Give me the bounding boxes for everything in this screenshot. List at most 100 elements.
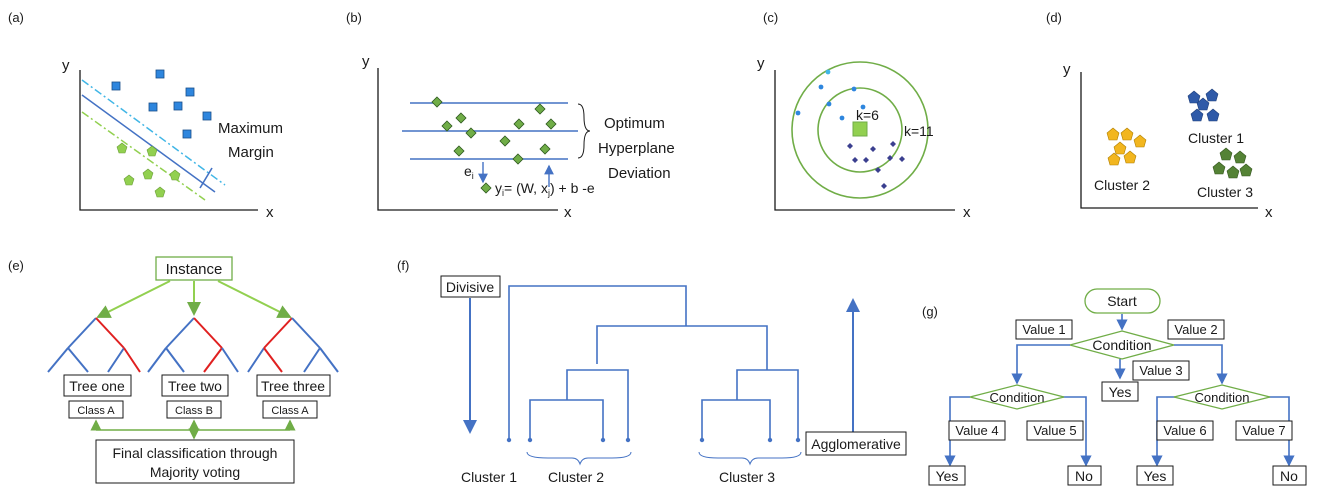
panel-g-no-left-label: No <box>1075 468 1093 484</box>
panel-e-final-box <box>95 439 295 484</box>
panel-g-yes-left-box <box>928 465 966 486</box>
panel-b-brace <box>577 103 591 159</box>
panel-b-diamond-point <box>499 135 511 147</box>
panel-b-formula: yi= (W, xj) + b -e <box>495 180 595 198</box>
panel-d-cluster3-point <box>1219 147 1233 161</box>
panel-a-square-point <box>173 101 183 111</box>
panel-d-cluster3-label: Cluster 3 <box>1197 184 1253 200</box>
panel-d-cluster2-point <box>1113 141 1127 155</box>
panel-e-class3-label: Class A <box>271 405 309 417</box>
panel-c-outer-circle <box>791 61 929 199</box>
panel-b-diamond-point <box>431 96 443 108</box>
panel-c-circle-point <box>851 86 857 92</box>
panel-f-divisive-box <box>440 275 501 298</box>
panel-a-pentagon-point <box>116 142 128 154</box>
panel-g-no-left-box <box>1067 465 1102 486</box>
panel-d-cluster3-point <box>1233 150 1247 164</box>
panel-f-agglomerative-label: Agglomerative <box>811 436 901 452</box>
panel-d-cluster1-point <box>1205 88 1219 102</box>
panel-f-leaf <box>795 437 801 443</box>
panel-g-label: (g) <box>922 304 938 319</box>
panel-f-leaf <box>600 437 606 443</box>
panel-a-square-point <box>182 129 192 139</box>
panel-d-cluster1-point <box>1187 90 1201 104</box>
panel-d-cluster3-point <box>1226 165 1240 179</box>
panel-f-cluster3-brace <box>698 451 802 466</box>
panel-f-dendrogram <box>508 285 799 440</box>
panel-d-y-label: y <box>1063 61 1071 78</box>
panel-e-tree-two <box>147 317 239 373</box>
panel-g-value6-box <box>1156 420 1214 441</box>
panel-a-square-point <box>155 69 165 79</box>
panel-a-hyperplane <box>81 94 216 193</box>
panel-c-diamond-point <box>875 167 881 173</box>
panel-d-cluster1-point <box>1196 97 1210 111</box>
panel-c-diamond-point <box>847 143 853 149</box>
panel-d-cluster2-point <box>1120 127 1134 141</box>
panel-g-value6-label: Value 6 <box>1163 423 1206 438</box>
panel-e-class1-label: Class A <box>77 405 115 417</box>
panel-a-pentagon-point <box>123 174 135 186</box>
panel-d-cluster1-point <box>1206 108 1220 122</box>
panel-f-cluster2-label: Cluster 2 <box>548 469 604 485</box>
panel-e-arrow-tree3 <box>217 280 292 318</box>
panel-b-annotation-line3: Deviation <box>608 165 671 182</box>
panel-g-condition-top-label: Condition <box>1092 337 1151 353</box>
panel-g-condition-left-label: Condition <box>990 390 1045 405</box>
panel-e: (e) Instance <box>8 256 339 484</box>
panel-a-pentagon-point <box>146 145 158 157</box>
panel-g-value5-box <box>1026 420 1084 441</box>
panel-e-final-line2: Majority voting <box>150 464 240 480</box>
panel-g-value4-box <box>948 420 1006 441</box>
panel-d-cluster2-point <box>1133 134 1147 148</box>
panel-g-value2-box <box>1167 319 1225 340</box>
panel-g-no-right-label: No <box>1280 468 1298 484</box>
panel-a-x-label: x <box>266 204 274 221</box>
panel-d: (d) y x Cluster 1 Cluster 2 Clust <box>1046 10 1273 221</box>
panel-c-circle-point <box>795 110 801 116</box>
panel-c: (c) y x k=6 k=11 <box>757 10 971 221</box>
panel-g-condition-right-label: Condition <box>1195 390 1250 405</box>
panel-d-axes <box>1080 72 1258 209</box>
panel-b-diamond-point <box>512 153 524 165</box>
panel-c-diamond-point <box>852 157 858 163</box>
panel-f-label: (f) <box>397 258 409 273</box>
panel-e-tree1-label: Tree one <box>69 378 125 394</box>
panel-c-circle-point <box>860 104 866 110</box>
panel-g-no-right-box <box>1272 465 1307 486</box>
panel-g-yes-right-label: Yes <box>1144 468 1167 484</box>
panel-g-value5-label: Value 5 <box>1033 423 1076 438</box>
panel-a-upper-margin-line <box>81 79 226 186</box>
panel-a-label: (a) <box>8 10 24 25</box>
panel-f-divisive-label: Divisive <box>446 279 494 295</box>
panel-e-instance-label: Instance <box>166 261 223 278</box>
panel-a-margin-arrow <box>199 167 213 189</box>
panel-d-cluster2-label: Cluster 2 <box>1094 177 1150 193</box>
panel-g-edges <box>944 344 1295 467</box>
panel-b-diamond-point <box>465 127 477 139</box>
panel-c-diamond-point <box>899 156 905 162</box>
panel-a-lower-margin-line <box>81 111 206 201</box>
panel-e-tree1-box <box>63 374 132 397</box>
panel-d-x-label: x <box>1265 204 1273 221</box>
panel-b-y-label: y <box>362 53 370 70</box>
panel-b-diamond-point <box>455 112 467 124</box>
panel-b-x-label: x <box>564 204 572 221</box>
panel-f-cluster3-label: Cluster 3 <box>719 469 775 485</box>
panel-g-yes-left-label: Yes <box>936 468 959 484</box>
panel-f-cluster2-brace <box>526 451 632 466</box>
panel-c-diamond-point <box>890 141 896 147</box>
panel-d-cluster3-point <box>1239 163 1253 177</box>
panel-f-leaf <box>506 437 512 443</box>
panel-g-start-label: Start <box>1107 293 1137 309</box>
panel-f-leaf <box>699 437 705 443</box>
panel-a-square-point <box>185 87 195 97</box>
panel-d-cluster1-point <box>1190 108 1204 122</box>
panel-b-diamond-point <box>534 103 546 115</box>
panel-e-class3-box <box>262 400 318 419</box>
panel-c-diamond-point <box>887 155 893 161</box>
panel-b-diamond-point <box>441 120 453 132</box>
panel-e-voting-connectors <box>90 419 296 440</box>
panel-e-tree2-label: Tree two <box>168 378 222 394</box>
